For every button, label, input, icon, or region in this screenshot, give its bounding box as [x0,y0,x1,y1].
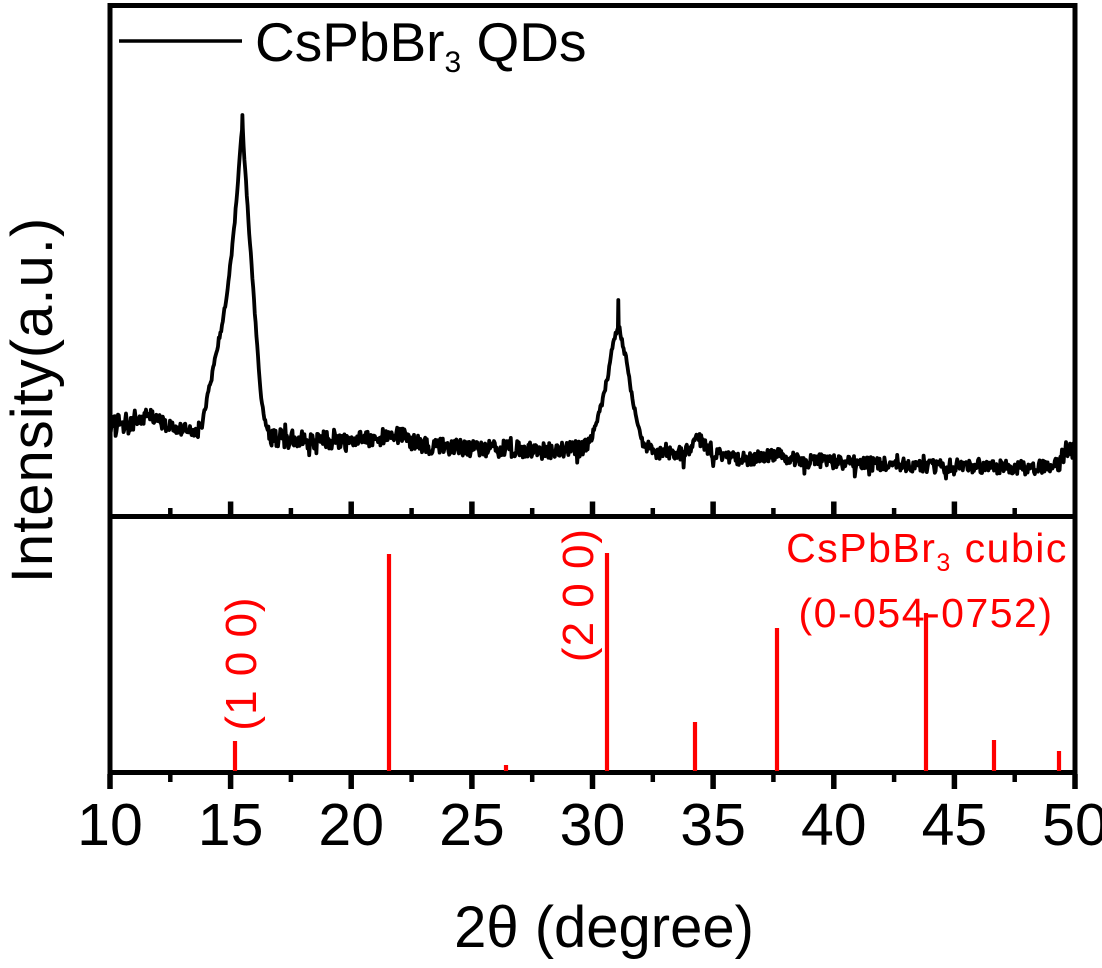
svg-text:20: 20 [318,792,384,858]
svg-text:10: 10 [77,792,143,858]
svg-text:30: 30 [560,792,626,858]
svg-text:35: 35 [680,792,746,858]
svg-text:15: 15 [198,792,264,858]
svg-text:25: 25 [439,792,505,858]
svg-text:50: 50 [1042,792,1102,858]
svg-text:45: 45 [922,792,988,858]
svg-text:(1 0 0): (1 0 0) [217,596,266,730]
svg-text:CsPbBr3 cubic: CsPbBr3 cubic [786,525,1068,577]
svg-text:CsPbBr3 QDs: CsPbBr3 QDs [255,11,586,79]
svg-text:40: 40 [801,792,867,858]
svg-text:(2 0 0): (2 0 0) [554,528,603,662]
svg-text:(0-054-0752): (0-054-0752) [798,590,1053,636]
svg-text:2θ (degree): 2θ (degree) [454,895,754,960]
svg-text:Intensity(a.u.): Intensity(a.u.) [0,217,65,583]
